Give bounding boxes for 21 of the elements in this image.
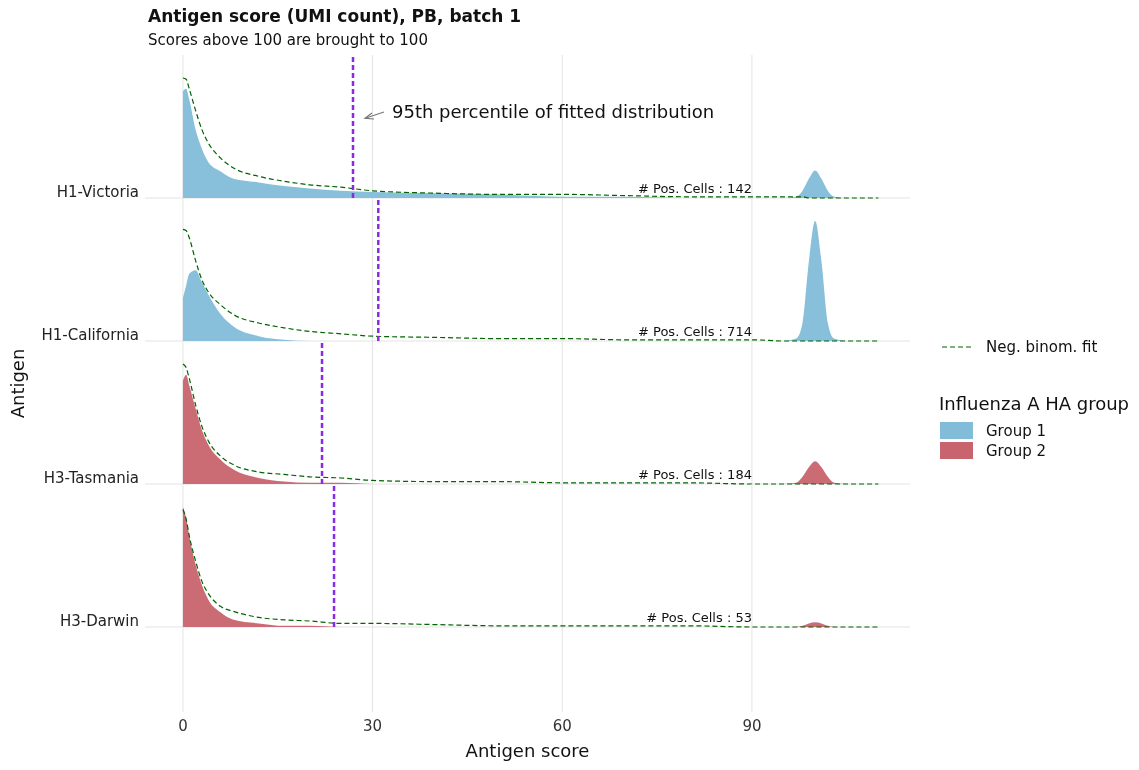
x-tick-label: 90: [742, 717, 762, 735]
annotation: # Pos. Cells : 714: [638, 324, 752, 339]
annotation: # Pos. Cells : 142: [638, 181, 752, 196]
annotation: # Pos. Cells : 184: [638, 467, 752, 482]
y-axis-title: H3-Tasmania: [43, 469, 139, 487]
x-axis-title: Antigen score: [465, 740, 590, 761]
text: Antigen: [7, 348, 28, 419]
legend-label: Group 1: [986, 422, 1046, 440]
legend-label: Group 2: [986, 442, 1046, 460]
chart-title: Antigen score (UMI count), PB, batch 1: [148, 6, 522, 26]
legend-title: Influenza A HA group: [939, 393, 1130, 414]
x-tick-label: 60: [552, 717, 572, 735]
y-axis-title: H3-Darwin: [59, 612, 139, 630]
legend-label: Neg. binom. fit: [986, 338, 1098, 356]
y-axis-title: H1-California: [41, 326, 139, 344]
chart-subtitle: Scores above 100 are brought to 100: [148, 31, 428, 49]
y-axis-title: H1-Victoria: [56, 183, 139, 201]
annotation: # Pos. Cells : 53: [646, 610, 752, 625]
annotation: 95th percentile of fitted distribution: [392, 101, 715, 122]
x-tick-label: 0: [178, 717, 188, 735]
x-tick-label: 30: [363, 717, 383, 735]
